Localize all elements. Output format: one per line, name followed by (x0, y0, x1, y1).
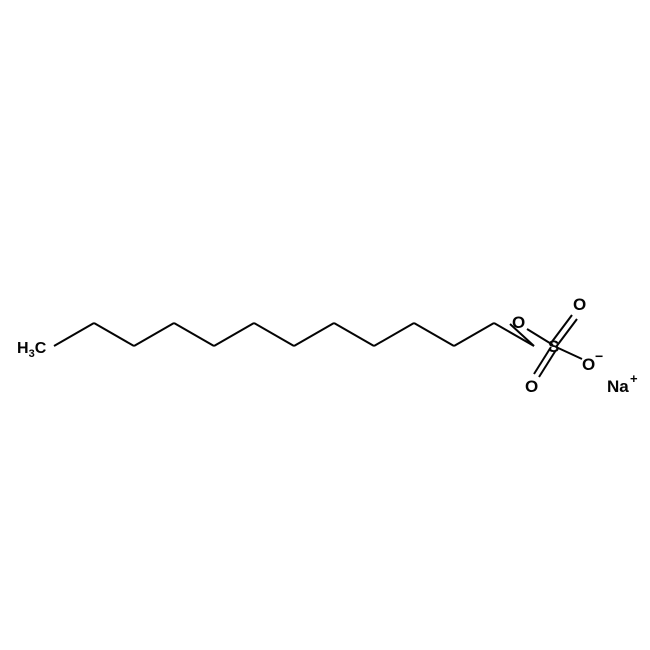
oxygen-top: O (573, 295, 586, 314)
oxygen-neg: O (582, 355, 595, 374)
methyl-label: H3C (17, 340, 47, 360)
ester-oxygen: O (512, 313, 525, 332)
sodium-label: Na (607, 377, 629, 396)
sodium-charge: + (630, 371, 638, 386)
oxygen-neg-charge: − (595, 348, 603, 364)
oxygen-bottom: O (525, 377, 538, 396)
sulfur-atom: S (548, 337, 559, 356)
